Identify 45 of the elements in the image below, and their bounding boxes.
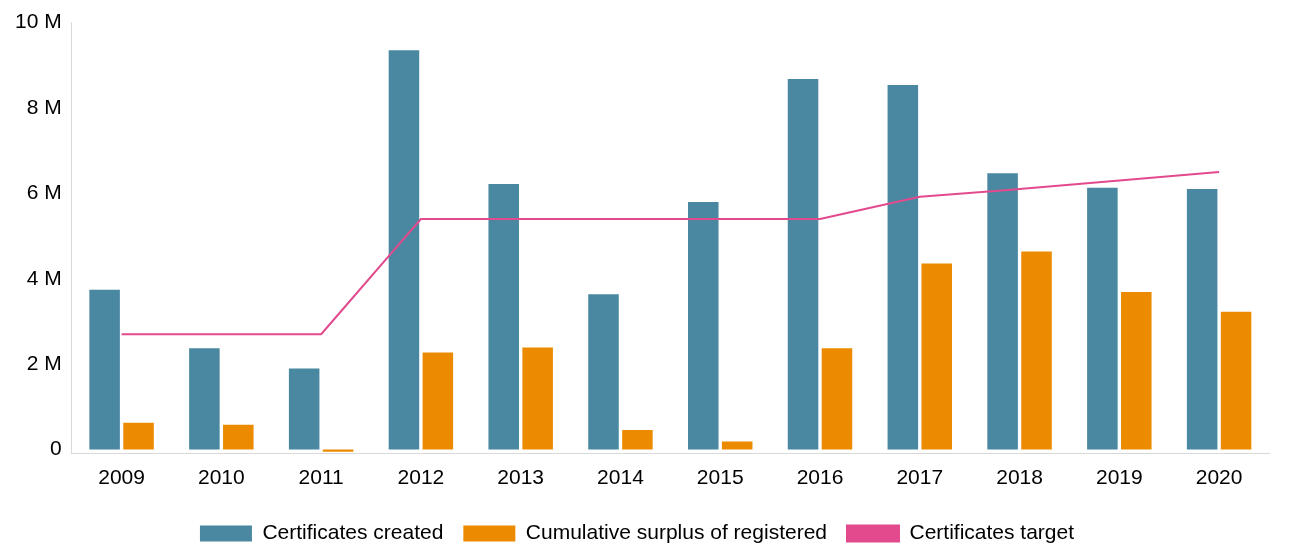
bar [588,294,619,450]
bar [1121,291,1152,450]
bar [322,449,354,452]
bar [622,429,653,450]
x-tick-label: 2017 [896,465,944,489]
bar [1087,187,1118,450]
x-tick-label: 2020 [1195,465,1243,489]
legend-label: Cumulative surplus of registered [525,520,827,544]
x-tick-label: 2014 [597,465,645,489]
y-tick-label: 4 M [26,265,62,289]
y-tick-label: 6 M [26,180,62,204]
legend-label: Certificates target [909,520,1075,544]
x-tick-label: 2011 [298,465,344,489]
bar [388,50,420,450]
y-tick-label: 0 [50,436,62,460]
x-tick-label: 2013 [497,465,545,489]
x-tick-label: 2009 [98,465,145,489]
bar [422,352,454,450]
bar [488,183,519,450]
bar [1021,251,1052,450]
x-tick-label: 2012 [397,465,445,489]
x-tick-label: 2018 [996,465,1043,489]
y-tick-label: 8 M [26,94,62,118]
x-tick-label: 2010 [197,465,245,489]
bar [1186,189,1218,450]
bar [288,368,320,450]
bar [821,348,853,450]
bar [987,173,1018,450]
bar [223,424,254,450]
y-tick-label: 2 M [26,350,62,374]
y-tick-label: 10 M [15,9,62,33]
bar [921,263,953,450]
x-tick-label: 2016 [796,465,844,489]
bar [522,347,553,450]
legend-label: Certificates created [262,520,444,544]
x-tick-label: 2019 [1095,465,1143,489]
bar [787,78,819,450]
x-tick-label: 2015 [696,465,744,489]
bar [721,441,753,450]
bar [1220,311,1252,450]
bar [189,348,220,450]
bar [123,422,154,450]
bar [688,201,719,450]
bar [887,84,919,450]
bar [89,289,120,450]
